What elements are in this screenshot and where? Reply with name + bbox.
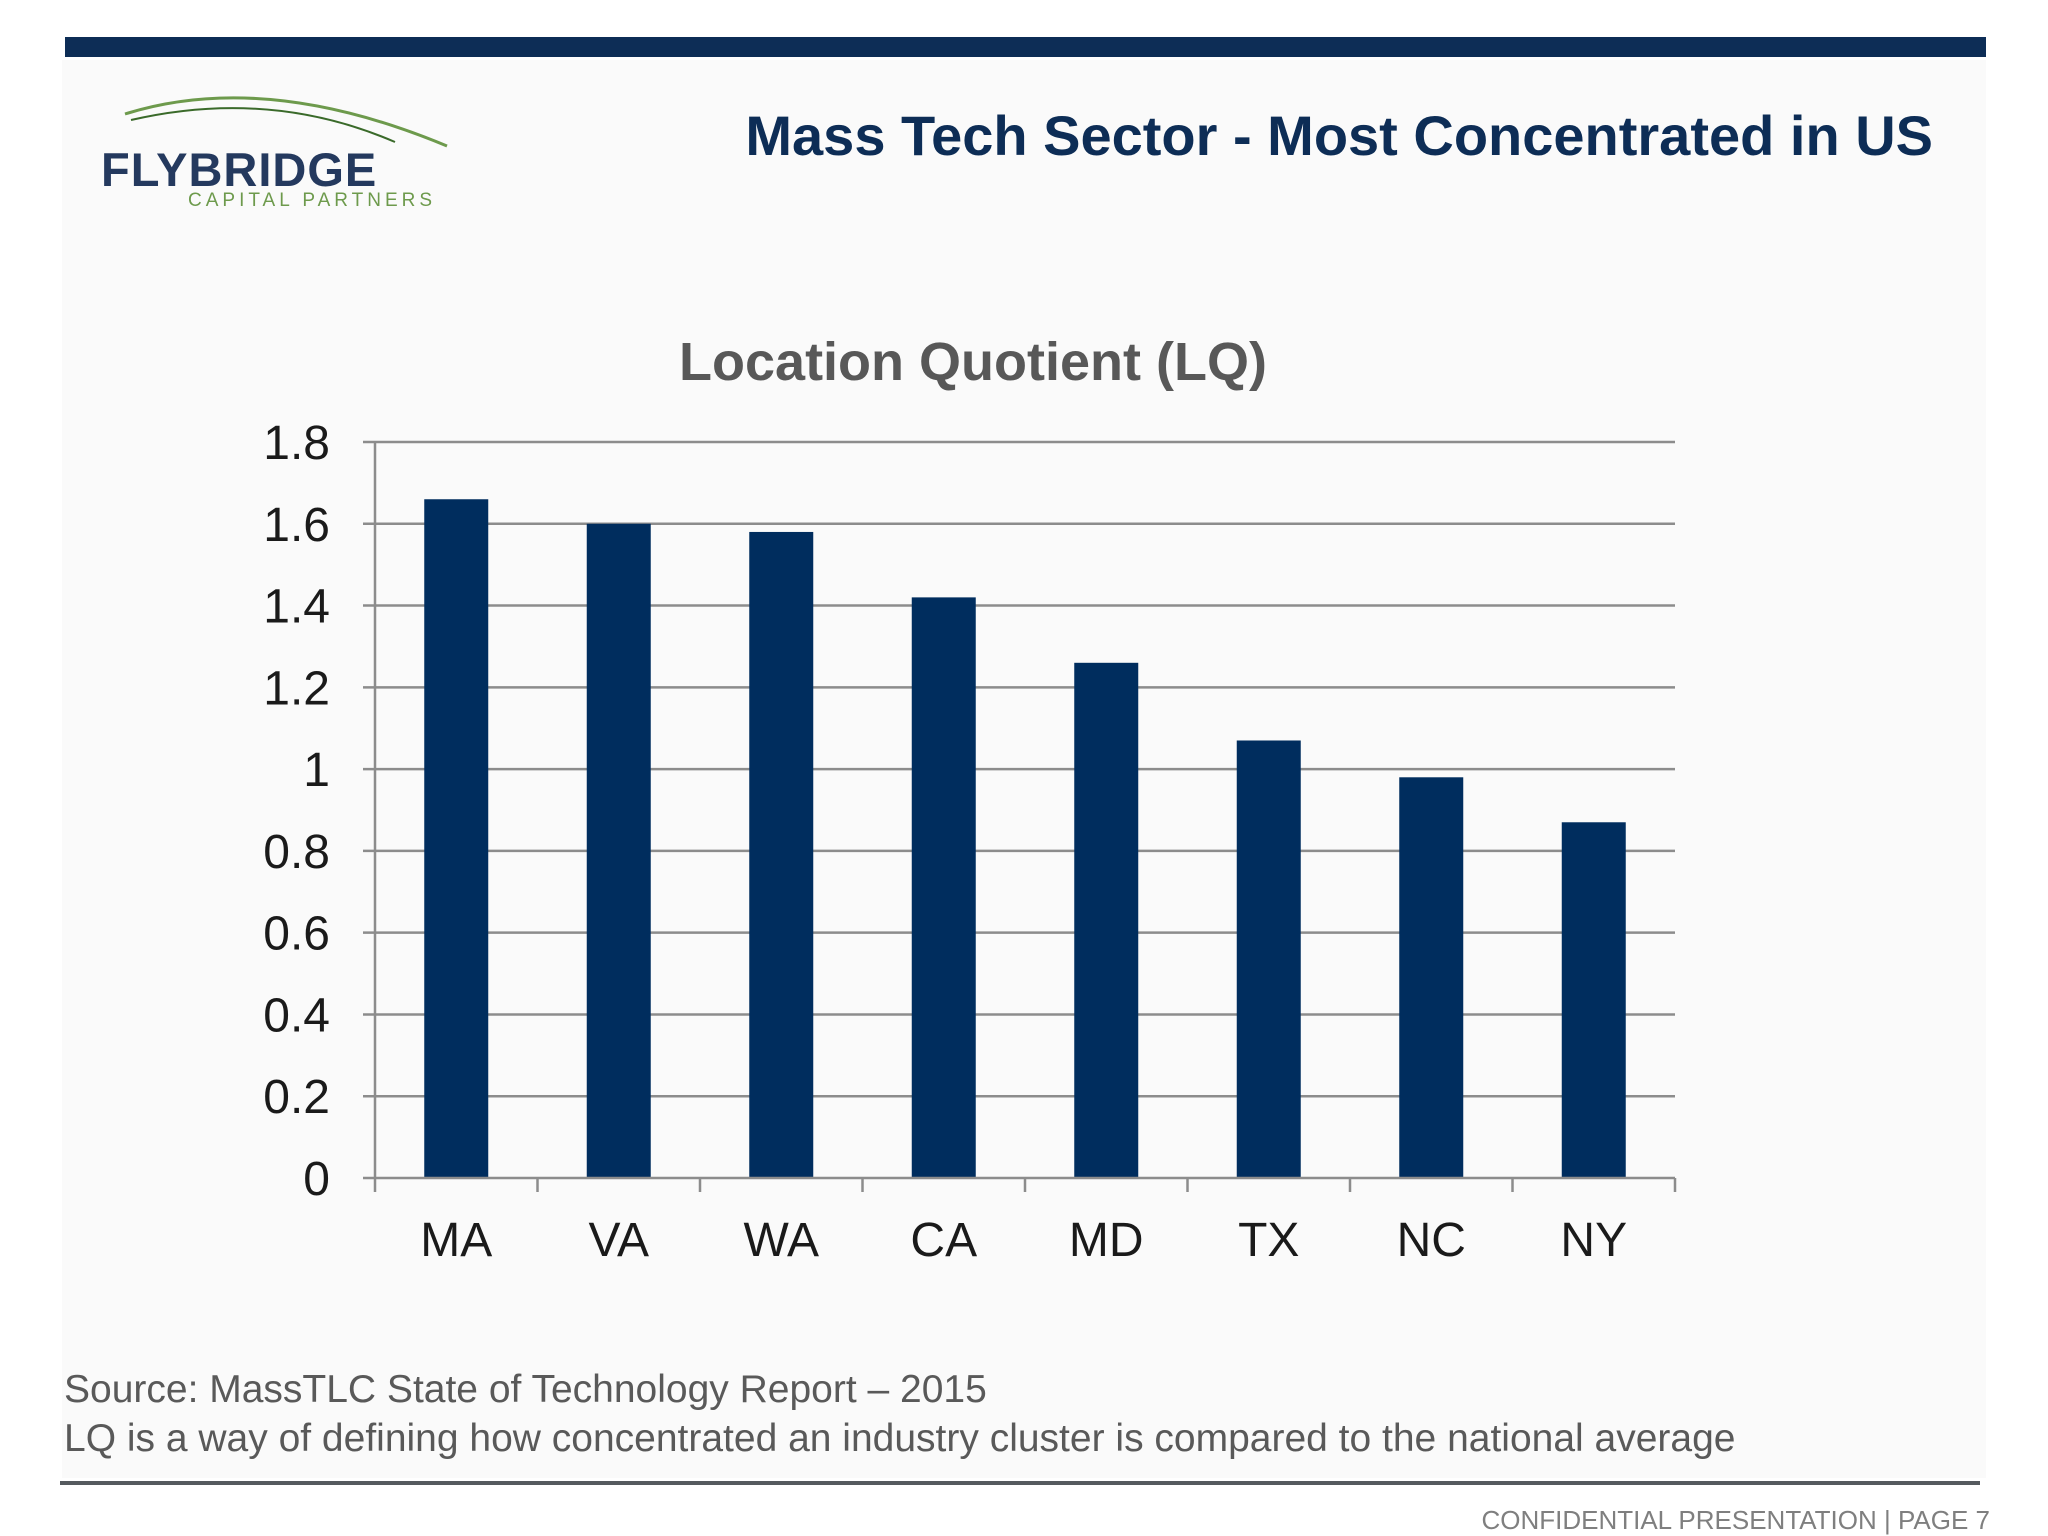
y-tick-label: 1.6 <box>263 499 330 552</box>
slide-title: Mass Tech Sector - Most Concentrated in … <box>745 104 1933 167</box>
y-tick-label: 0.4 <box>263 989 330 1042</box>
bar-va <box>586 523 651 1178</box>
x-tick-label: MA <box>420 1214 492 1267</box>
y-tick-label: 1.2 <box>263 662 330 715</box>
x-tick-label: NC <box>1397 1214 1466 1267</box>
source-line: Source: MassTLC State of Technology Repo… <box>64 1368 987 1411</box>
bar-wa <box>749 531 814 1178</box>
bar-tx <box>1236 740 1301 1178</box>
x-tick-label: MD <box>1069 1214 1144 1267</box>
x-tick-label: VA <box>589 1214 649 1267</box>
x-tick-label: NY <box>1560 1214 1627 1267</box>
flybridge-logo: FLYBRIDGE CAPITAL PARTNERS <box>95 80 465 220</box>
logo-wordmark: FLYBRIDGE <box>101 143 378 196</box>
bar-nc <box>1399 777 1464 1178</box>
chart-title: Location Quotient (LQ) <box>679 332 1267 392</box>
y-tick-label: 1.4 <box>263 581 330 634</box>
logo-subtitle: CAPITAL PARTNERS <box>188 190 437 211</box>
bar-ny <box>1561 822 1626 1178</box>
y-tick-label: 0.6 <box>263 908 330 961</box>
bar-chart: Location Quotient (LQ) 0 0.2 0.4 0.6 0.8 1 1.2… <box>263 332 1677 1267</box>
y-tick-label: 1.8 <box>263 417 330 470</box>
x-tick-label: WA <box>743 1214 819 1267</box>
y-tick-label: 0 <box>303 1153 330 1206</box>
footer-divider <box>60 1481 1980 1485</box>
axes <box>363 442 1677 1192</box>
gridlines <box>363 440 1675 1098</box>
x-axis-ticks: MA VA WA CA MD TX NC NY <box>420 1214 1627 1267</box>
lq-definition-line: LQ is a way of defining how concentrated… <box>64 1417 1736 1460</box>
y-axis-ticks: 0 0.2 0.4 0.6 0.8 1 1.2 1.4 1.6 1.8 <box>263 417 330 1206</box>
bar-md <box>1074 662 1139 1178</box>
bar-ca <box>911 597 976 1178</box>
bars <box>424 499 1626 1178</box>
footer-confidential-page: CONFIDENTIAL PRESENTATION | PAGE 7 <box>1481 1505 1990 1535</box>
top-accent-bar <box>65 37 1986 57</box>
x-tick-label: TX <box>1238 1214 1299 1267</box>
y-tick-label: 0.2 <box>263 1071 330 1124</box>
bar-ma <box>424 499 489 1178</box>
x-tick-label: CA <box>910 1214 977 1267</box>
y-tick-label: 0.8 <box>263 826 330 879</box>
logo-swoosh-icon <box>124 96 448 148</box>
y-tick-label: 1 <box>303 744 330 797</box>
